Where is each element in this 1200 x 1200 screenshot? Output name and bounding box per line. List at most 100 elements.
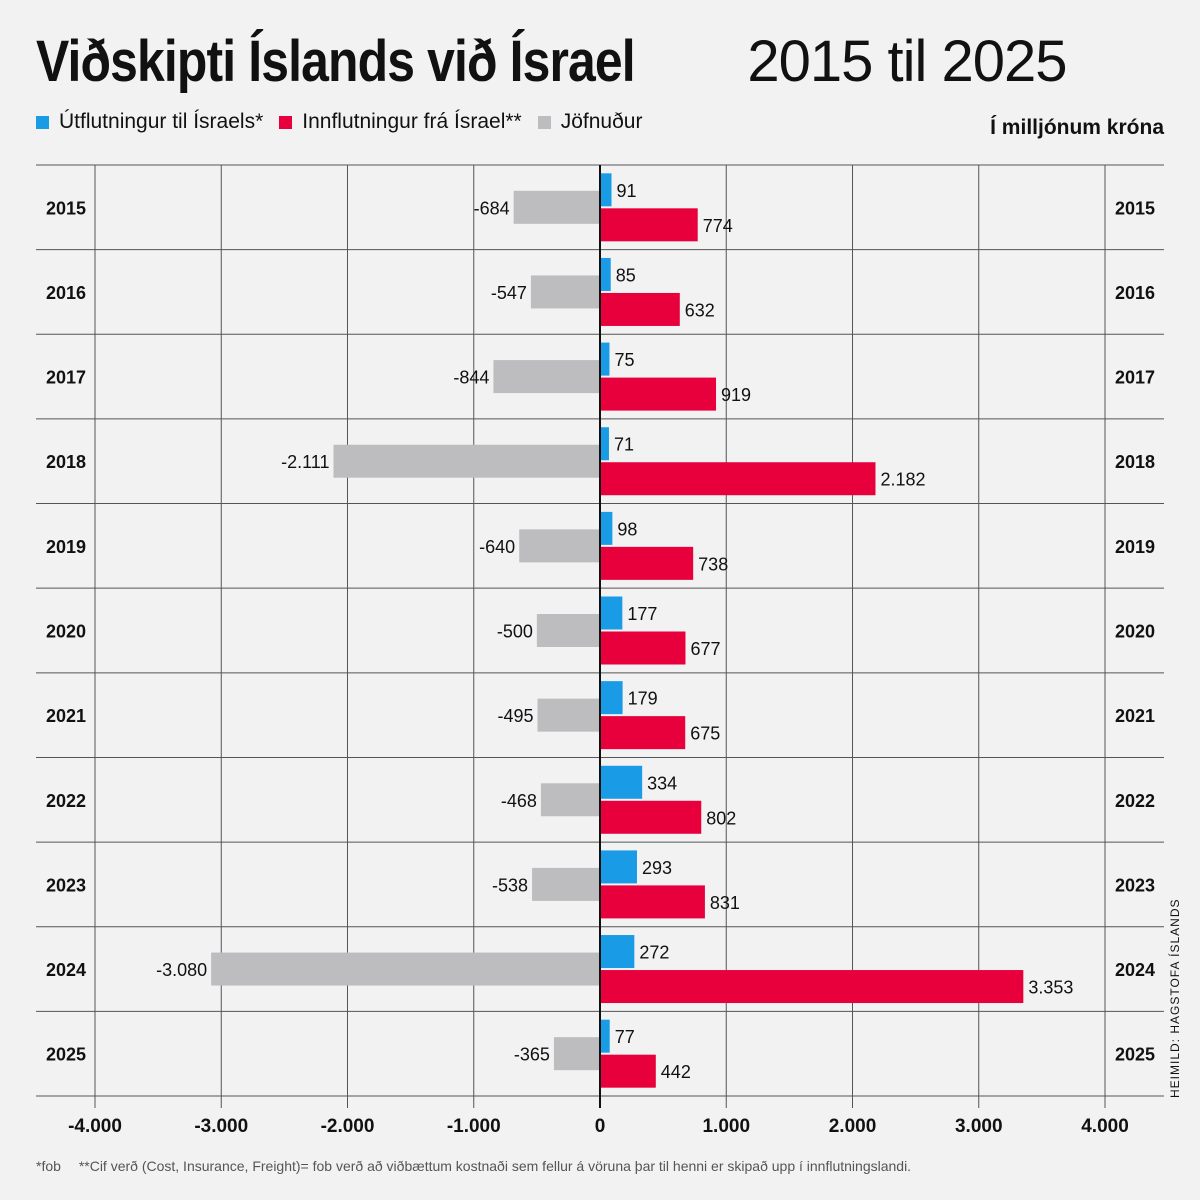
export-bar: [600, 765, 643, 799]
export-value-label: 334: [647, 773, 677, 793]
chart-title: Viðskipti Íslands við Ísrael 2015 til 20…: [36, 24, 1068, 100]
footnotes: *fob **Cif verð (Cost, Insurance, Freigh…: [36, 1158, 911, 1174]
balance-value-label: -468: [501, 791, 537, 811]
export-bar: [600, 850, 637, 884]
export-bar: [600, 935, 635, 969]
year-label-right: 2019: [1115, 537, 1155, 557]
export-bar: [600, 511, 613, 545]
import-bar: [600, 292, 680, 326]
footnote-cif: **Cif verð (Cost, Insurance, Freight)= f…: [78, 1158, 912, 1174]
import-value-label: 3.353: [1028, 978, 1073, 998]
import-bar: [600, 377, 717, 411]
balance-value-label: -495: [497, 706, 533, 726]
legend-label-balance: Jöfnuður: [560, 110, 643, 133]
year-label-left: 2023: [46, 875, 86, 895]
export-value-label: 177: [627, 604, 657, 624]
import-bar: [600, 462, 876, 496]
export-value-label: 98: [617, 519, 637, 539]
legend-swatch-export: [36, 115, 49, 129]
year-label-left: 2015: [46, 198, 86, 218]
footnote-fob: *fob: [36, 1158, 61, 1174]
title-main: Viðskipti Íslands við Ísrael: [36, 29, 636, 94]
balance-value-label: -640: [479, 537, 515, 557]
legend-item-balance: Jöfnuður: [537, 110, 643, 134]
import-value-label: 774: [703, 216, 733, 236]
source-credit: HEIMILD: HAGSTOFA ÍSLANDS: [1168, 898, 1182, 1099]
x-tick-label: 1.000: [702, 1116, 750, 1137]
balance-bar: [519, 529, 600, 563]
year-label-right: 2020: [1115, 622, 1155, 642]
year-label-left: 2016: [46, 283, 86, 303]
year-label-right: 2021: [1115, 706, 1155, 726]
balance-value-label: -844: [453, 368, 489, 388]
import-bar: [600, 546, 694, 580]
export-bar: [600, 681, 623, 715]
year-label-right: 2023: [1115, 875, 1155, 895]
balance-value-label: -2.111: [281, 452, 329, 472]
export-bar: [600, 173, 612, 207]
year-label-right: 2025: [1115, 1045, 1155, 1065]
legend-label-export: Útflutningur til Ísraels*: [59, 110, 264, 133]
balance-value-label: -538: [492, 875, 528, 895]
year-label-right: 2015: [1115, 198, 1155, 218]
legend-item-import: Innflutningur frá Ísrael**: [279, 110, 522, 134]
legend: Útflutningur til Ísraels* Innflutningur …: [36, 110, 658, 134]
balance-bar: [537, 698, 600, 732]
x-tick-label: 0: [595, 1116, 606, 1137]
export-value-label: 75: [614, 350, 634, 370]
import-bar: [600, 631, 686, 665]
legend-swatch-import: [279, 115, 293, 129]
year-label-left: 2020: [46, 622, 86, 642]
import-value-label: 831: [710, 893, 740, 913]
year-label-left: 2022: [46, 791, 86, 811]
balance-bar: [530, 275, 600, 309]
balance-bar: [536, 614, 600, 647]
export-bar: [600, 427, 609, 461]
x-tick-label: 3.000: [955, 1116, 1003, 1137]
import-value-label: 802: [706, 808, 736, 828]
balance-bar: [553, 1037, 600, 1071]
export-value-label: 272: [639, 943, 669, 963]
export-bar: [600, 257, 611, 291]
import-bar: [600, 800, 702, 834]
year-label-right: 2022: [1115, 791, 1155, 811]
year-label-left: 2025: [46, 1045, 86, 1065]
import-value-label: 738: [698, 554, 728, 574]
import-bar: [600, 1054, 656, 1088]
import-bar: [600, 208, 698, 242]
x-tick-label: 2.000: [829, 1116, 877, 1137]
year-label-left: 2019: [46, 537, 86, 557]
x-tick-label: -4.000: [68, 1116, 122, 1137]
legend-swatch-balance: [537, 115, 551, 129]
import-value-label: 919: [721, 385, 751, 405]
import-value-label: 442: [661, 1062, 691, 1082]
balance-bar: [211, 952, 600, 986]
balance-bar: [540, 783, 600, 817]
year-label-left: 2018: [46, 452, 86, 472]
balance-bar: [493, 360, 600, 394]
balance-value-label: -500: [497, 622, 533, 642]
balance-value-label: -684: [474, 198, 510, 218]
balance-bar: [513, 190, 600, 224]
import-value-label: 632: [685, 300, 715, 320]
balance-value-label: -365: [514, 1045, 550, 1065]
export-value-label: 179: [628, 689, 658, 709]
export-bar: [600, 342, 610, 376]
title-years: 2015 til 2025: [747, 29, 1067, 94]
import-value-label: 675: [690, 724, 720, 744]
year-label-left: 2024: [46, 960, 86, 980]
import-bar: [600, 885, 705, 919]
unit-label: Í milljónum króna: [990, 116, 1164, 139]
year-label-left: 2021: [46, 706, 86, 726]
x-tick-label: -3.000: [194, 1116, 248, 1137]
legend-label-import: Innflutningur frá Ísrael**: [302, 110, 522, 133]
export-bar: [600, 1019, 610, 1053]
x-tick-label: -1.000: [447, 1116, 501, 1137]
export-value-label: 85: [616, 265, 636, 285]
year-label-right: 2024: [1115, 960, 1155, 980]
balance-bar: [333, 444, 600, 478]
import-value-label: 677: [690, 639, 720, 659]
export-bar: [600, 596, 623, 630]
year-label-right: 2017: [1115, 368, 1155, 388]
x-tick-label: -2.000: [321, 1116, 375, 1137]
